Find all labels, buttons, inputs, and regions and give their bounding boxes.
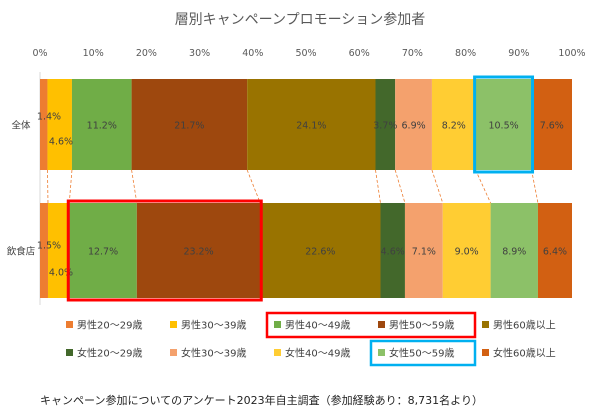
data-label: 12.7%: [88, 247, 118, 258]
x-tick-label: 100%: [558, 48, 585, 59]
legend-label: 女性20～29歳: [77, 347, 142, 360]
data-label: 6.4%: [543, 247, 567, 258]
data-label: 1.4%: [37, 112, 61, 123]
bar-segment: [47, 79, 72, 170]
legend-label: 女性40～49歳: [285, 347, 350, 360]
legend-swatch: [482, 321, 489, 328]
bar-segment: [442, 203, 491, 298]
legend-swatch: [170, 321, 177, 328]
legend-swatch: [66, 321, 73, 328]
bar-segment: [380, 203, 405, 298]
x-tick-label: 80%: [455, 48, 476, 59]
bar-segment: [71, 79, 132, 170]
data-label: 22.6%: [305, 247, 335, 258]
category-label: 全体: [11, 120, 31, 132]
x-tick-label: 20%: [136, 48, 157, 59]
series-connector-line: [475, 169, 491, 204]
data-label: 6.9%: [402, 121, 426, 132]
footnote: キャンペーン参加についてのアンケート2023年自主調査（参加経験あり：8,731…: [40, 393, 483, 407]
data-label: 7.6%: [540, 121, 564, 132]
data-label: 7.1%: [412, 247, 436, 258]
x-tick-label: 90%: [508, 48, 529, 59]
series-connector-line: [431, 169, 444, 204]
bar-segment: [431, 79, 476, 170]
data-label: 21.7%: [174, 121, 204, 132]
bar-segment: [47, 203, 70, 298]
bar-segment: [404, 203, 443, 298]
legend-swatch: [482, 349, 489, 356]
x-tick-label: 60%: [349, 48, 370, 59]
legend-swatch: [378, 349, 385, 356]
legend-label: 女性30～39歳: [181, 347, 246, 360]
data-label: 8.9%: [502, 247, 526, 258]
bar-segment: [395, 79, 432, 170]
bar-segment: [40, 203, 48, 298]
data-label: 4.6%: [49, 137, 73, 148]
bar-segment: [260, 203, 381, 298]
data-label: 8.2%: [442, 121, 466, 132]
category-label: 飲食店: [7, 246, 36, 258]
legend-label: 女性60歳以上: [493, 347, 556, 360]
legend-highlight-box: [265, 311, 477, 339]
bar-segment: [475, 79, 532, 170]
series-connector-line: [131, 169, 138, 204]
x-tick-label: 30%: [189, 48, 210, 59]
data-label: 24.1%: [296, 121, 326, 132]
x-tick-label: 40%: [242, 48, 263, 59]
bar-segment: [531, 79, 572, 170]
legend-label: 男性30～39歳: [181, 319, 246, 332]
legend-swatch: [170, 349, 177, 356]
legend-swatch: [378, 321, 385, 328]
bar-segment: [131, 79, 248, 170]
chart-title: 層別キャンペーンプロモーション参加者: [175, 11, 426, 28]
x-tick-label: 70%: [402, 48, 423, 59]
bar-segment: [69, 203, 137, 298]
bar-segment: [136, 203, 261, 298]
legend-swatch: [274, 349, 281, 356]
series-connector-line: [375, 169, 381, 204]
bar-segment: [490, 203, 538, 298]
series-connector-line: [394, 169, 406, 204]
data-label: 10.5%: [488, 121, 518, 132]
series-connector-line: [47, 169, 49, 204]
bar-segment: [537, 203, 572, 298]
series-connector-line: [246, 169, 261, 204]
x-tick-label: 0%: [32, 48, 47, 59]
data-label: 9.0%: [455, 247, 479, 258]
legend-label: 男性20～29歳: [77, 319, 142, 332]
data-label: 23.2%: [183, 247, 213, 258]
bar-segment: [375, 79, 396, 170]
legend-label: 男性40～49歳: [285, 319, 350, 332]
bar-segment: [40, 79, 48, 170]
legend-label: 男性50～59歳: [389, 319, 454, 332]
data-label: 1.5%: [37, 241, 61, 252]
series-connector-line: [68, 169, 73, 204]
legend-swatch: [274, 321, 281, 328]
x-tick-label: 10%: [83, 48, 104, 59]
legend-highlight-box: [369, 339, 477, 367]
x-tick-label: 50%: [295, 48, 316, 59]
highlight-box: [473, 75, 535, 174]
data-label: 11.2%: [87, 121, 117, 132]
data-label: 4.0%: [49, 268, 73, 279]
highlight-box: [66, 199, 263, 302]
series-connector-line: [531, 169, 539, 204]
data-label: 3.7%: [373, 121, 397, 132]
legend-label: 女性50～59歳: [389, 347, 454, 360]
bar-segment: [247, 79, 376, 170]
data-label: 4.6%: [381, 247, 405, 258]
legend-label: 男性60歳以上: [493, 319, 556, 332]
legend-swatch: [66, 349, 73, 356]
